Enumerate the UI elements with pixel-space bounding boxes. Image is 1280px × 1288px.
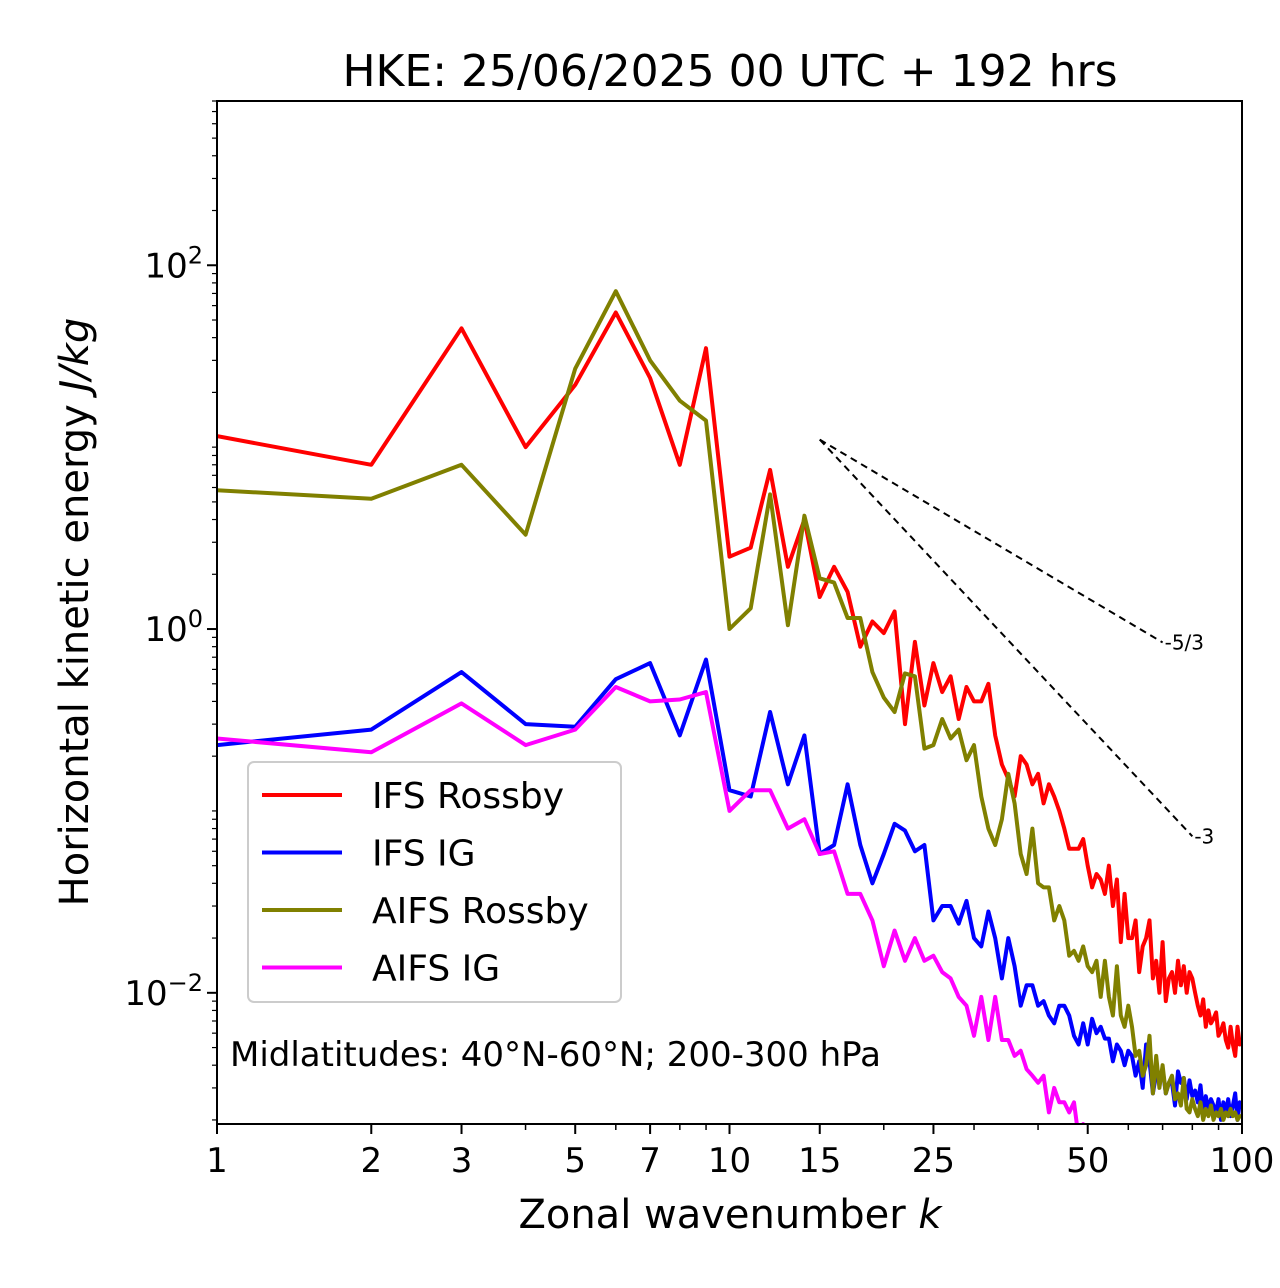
series-line-aifs-ig bbox=[217, 685, 1086, 1124]
x-tick-label: 2 bbox=[360, 1141, 382, 1181]
legend-label: AIFS Rossby bbox=[372, 891, 589, 932]
x-tick-label: 100 bbox=[1210, 1141, 1275, 1181]
x-tick-label: 5 bbox=[564, 1141, 586, 1181]
x-tick-label: 7 bbox=[639, 1141, 661, 1181]
legend-label: AIFS IG bbox=[372, 949, 500, 990]
y-tick-label: 100 bbox=[144, 605, 203, 650]
plot-frame bbox=[216, 100, 1243, 1125]
legend-label: IFS IG bbox=[372, 834, 476, 875]
region-annotation: Midlatitudes: 40°N-60°N; 200-300 hPa bbox=[230, 1035, 881, 1075]
series-line-aifs-rossby bbox=[217, 289, 1242, 1122]
y-axis-label: Horizontal kinetic energy J/kg bbox=[52, 318, 98, 907]
x-tick-label: 10 bbox=[708, 1141, 751, 1181]
x-axis-label: Zonal wavenumber k bbox=[518, 1192, 943, 1238]
reference-line-2 bbox=[819, 438, 1194, 838]
x-tick-label: 1 bbox=[206, 1141, 228, 1181]
series-line-ifs-ig bbox=[217, 657, 1242, 1122]
y-tick-label: 10−2 bbox=[124, 969, 203, 1014]
legend-box bbox=[247, 761, 622, 1003]
y-tick-label: 102 bbox=[144, 241, 203, 286]
x-tick-label: 25 bbox=[912, 1141, 955, 1181]
chart-title: HKE: 25/06/2025 00 UTC + 192 hrs bbox=[342, 46, 1117, 97]
reference-line-1 bbox=[819, 438, 1164, 644]
x-tick-label: 15 bbox=[798, 1141, 841, 1181]
legend-label: IFS Rossby bbox=[372, 776, 564, 817]
x-tick-label: 3 bbox=[451, 1141, 473, 1181]
x-tick-label: 50 bbox=[1066, 1141, 1109, 1181]
reference-slope-lines: -5/3 -3 bbox=[819, 438, 1214, 848]
reference-line-label-2: -3 bbox=[1194, 824, 1214, 848]
series-layer bbox=[217, 289, 1242, 1124]
legend: IFS Rossby IFS IG AIFS Rossby AIFS IG bbox=[247, 761, 622, 1003]
reference-line-label-1: -5/3 bbox=[1165, 630, 1204, 654]
axis-ticks: 1 2 3 5 7 10 15 25 50 100 102 100 10−2 bbox=[124, 100, 1275, 1181]
